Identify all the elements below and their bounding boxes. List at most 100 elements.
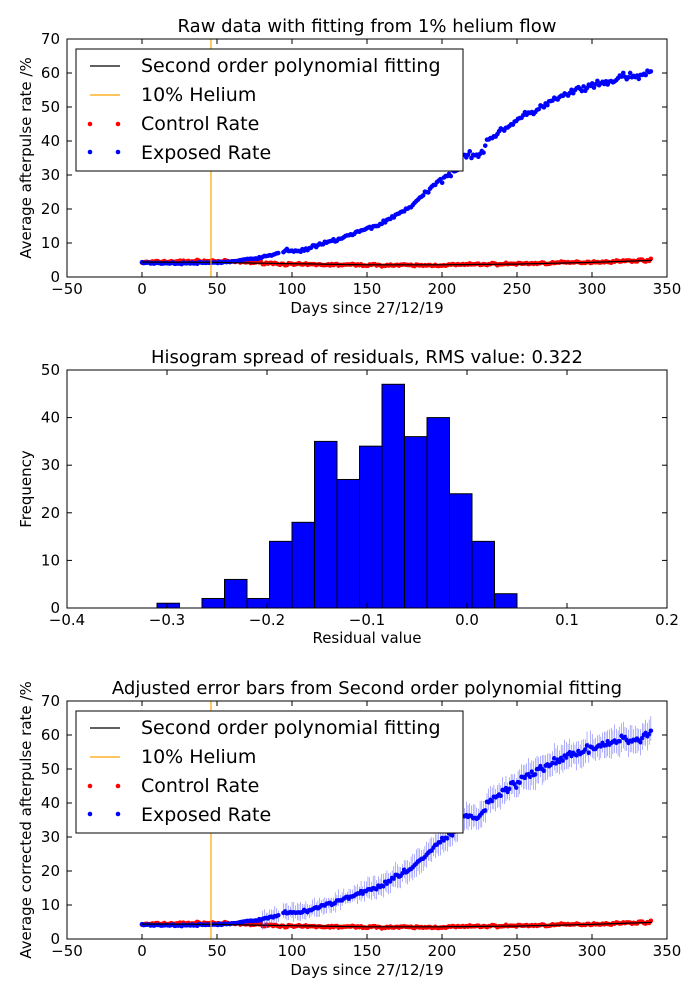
y-tick-label: 30 (41, 166, 60, 184)
exposed-rate-point (503, 785, 509, 791)
y-tick-label: 40 (41, 132, 60, 150)
x-tick-label: 350 (653, 280, 682, 298)
exposed-rate-point (564, 755, 569, 760)
exposed-rate-point (489, 798, 495, 804)
y-tick-label: 10 (41, 896, 60, 914)
y-tick-label: 10 (41, 234, 60, 252)
histogram-bar (471, 540, 495, 609)
legend-exposed-swatch-a (87, 811, 93, 817)
legend-exposed-swatch-a (87, 149, 93, 155)
histogram-bar (224, 578, 248, 609)
exposed-rate-point (638, 739, 643, 745)
histogram-bar (359, 445, 383, 609)
x-tick-label: 150 (353, 280, 382, 298)
exposed-rate-point (420, 193, 426, 198)
x-tick-label: 0.1 (555, 611, 579, 629)
exposed-rate-point (579, 88, 585, 94)
x-tick-label: 250 (503, 942, 532, 960)
x-tick-label: 150 (353, 942, 382, 960)
x-tick-label: 0.0 (455, 611, 479, 629)
x-tick-label: 200 (428, 942, 457, 960)
exposed-rate-point (482, 808, 488, 813)
x-tick-label: −50 (51, 280, 83, 298)
legend-label-exposed: Exposed Rate (141, 142, 271, 164)
exposed-rate-point (569, 87, 574, 93)
plot-marks (139, 701, 654, 939)
exposed-rate-point (541, 768, 547, 774)
y-tick-label: 50 (41, 760, 60, 778)
x-tick-label: −50 (51, 942, 83, 960)
histogram-bar (426, 417, 450, 609)
chart-title: Adjusted error bars from Second order po… (112, 678, 622, 699)
exposed-rate-point (595, 78, 600, 84)
chart-title: Hisogram spread of residuals, RMS value:… (151, 347, 583, 368)
y-tick-label: 0 (50, 930, 60, 948)
x-axis-label: Residual value (312, 629, 421, 647)
legend-label-control: Control Rate (141, 775, 259, 797)
x-tick-label: 0 (137, 942, 147, 960)
exposed-rate-point (545, 102, 550, 108)
x-tick-label: 50 (207, 280, 226, 298)
y-tick-label: 10 (41, 551, 60, 569)
plot-marks (139, 39, 654, 277)
legend-label-exposed: Exposed Rate (141, 804, 271, 826)
exposed-rate-point (514, 785, 519, 790)
exposed-rate-point (533, 772, 538, 777)
exposed-rate-point (551, 756, 557, 761)
exposed-rate-point (598, 744, 604, 749)
x-tick-label: 350 (653, 942, 682, 960)
polynomial-fit-line (141, 921, 653, 928)
x-tick-label: 300 (578, 942, 607, 960)
histogram-bar (201, 597, 225, 609)
histogram-bar (336, 478, 360, 609)
legend-control-swatch-a (87, 121, 93, 127)
axis-ticks: −0.4 −0.3 −0.2 −0.1 0.0 0.1 0.2 0 10 20 30 40 50 (41, 361, 679, 629)
exposed-rate-point (527, 774, 533, 780)
x-tick-label: 50 (207, 942, 226, 960)
exposed-rate-point (574, 752, 579, 758)
exposed-rate-point (553, 761, 559, 766)
y-tick-label: 60 (41, 64, 60, 82)
exposed-rate-point (450, 833, 455, 838)
exposed-rate-point (626, 75, 631, 80)
panel-raw-data: Raw data with fitting from 1% helium flo… (17, 16, 681, 317)
exposed-rate-point (648, 69, 654, 74)
exposed-rate-point (400, 870, 405, 876)
exposed-rate-point (481, 150, 486, 155)
y-tick-label: 30 (41, 828, 60, 846)
exposed-rate-point (517, 780, 523, 785)
legend-exposed-swatch-b (115, 149, 121, 155)
y-tick-label: 20 (41, 200, 60, 218)
exposed-rate-point (581, 84, 586, 89)
exposed-rate-point (584, 743, 590, 748)
legend-box (75, 48, 464, 172)
x-tick-label: −0.1 (349, 611, 385, 629)
panel-histogram: Hisogram spread of residuals, RMS value:… (17, 347, 679, 647)
legend-control-swatch-b (115, 121, 121, 127)
polynomial-fit-line (141, 259, 653, 266)
legend-exposed-swatch-b (115, 811, 121, 817)
exposed-rate-point (550, 760, 555, 766)
y-tick-label: 0 (50, 268, 60, 286)
histogram-bar (156, 602, 180, 609)
legend-label-control: Control Rate (141, 113, 259, 135)
legend-control-swatch-b (115, 783, 121, 789)
exposed-rate-point (275, 912, 281, 918)
y-tick-label: 50 (41, 361, 60, 379)
legend: Second order polynomial fitting 10% Heli… (75, 710, 464, 834)
exposed-rate-point (426, 190, 431, 195)
legend-label-helium: 10% Helium (141, 746, 256, 768)
histogram-bar (494, 593, 518, 609)
legend-label-helium: 10% Helium (141, 84, 256, 106)
exposed-rate-point (438, 839, 443, 845)
histogram-bar (404, 436, 428, 609)
histogram-bar (291, 521, 315, 609)
y-tick-label: 70 (41, 30, 60, 48)
y-tick-label: 50 (41, 98, 60, 116)
exposed-rate-point (619, 74, 624, 79)
exposed-rate-point (620, 70, 626, 76)
exposed-rate-point (465, 152, 471, 158)
